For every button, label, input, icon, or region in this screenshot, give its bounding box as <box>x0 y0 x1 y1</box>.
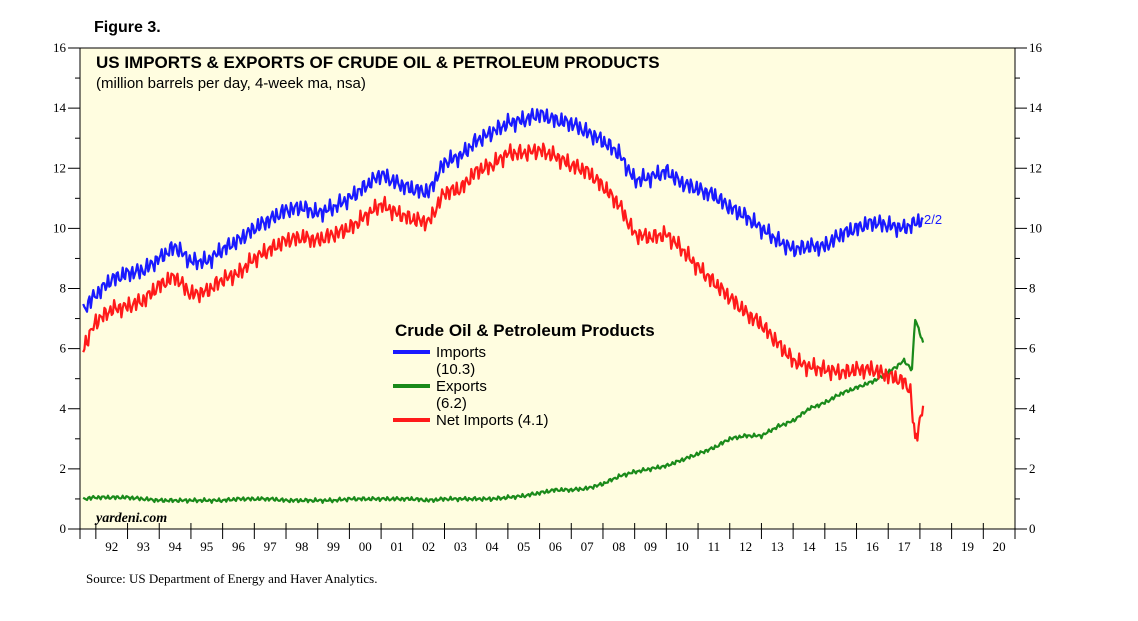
y-tick-label-left: 0 <box>60 521 67 536</box>
x-tick-label: 06 <box>549 539 563 554</box>
axis-ticks <box>68 47 1027 539</box>
x-tick-label: 08 <box>612 539 625 554</box>
chart-subtitle: (million barrels per day, 4-week ma, nsa… <box>96 75 366 92</box>
legend-label-net-imports: Net Imports (4.1) <box>436 412 549 429</box>
y-tick-label-right: 16 <box>1029 40 1043 55</box>
x-axis: 92 93 94 95 96 97 98 99 00 01 02 03 04 05 06 07 08 09 10 11… <box>105 539 1005 554</box>
x-tick-label: 15 <box>834 539 847 554</box>
x-tick-label: 98 <box>295 539 308 554</box>
x-tick-label: 13 <box>771 539 784 554</box>
y-tick-label-right: 4 <box>1029 401 1036 416</box>
series-lines <box>82 107 925 504</box>
series-line-exports <box>82 318 925 504</box>
series-line-net-imports <box>82 142 925 442</box>
x-tick-label: 18 <box>929 539 942 554</box>
y-tick-label-right: 14 <box>1029 100 1043 115</box>
y-tick-label-right: 2 <box>1029 461 1036 476</box>
x-tick-label: 09 <box>644 539 657 554</box>
y-axis-left: 0 2 4 6 8 10 12 14 16 <box>53 40 67 536</box>
end-date-label: 2/2 <box>924 212 942 227</box>
chart-title: US IMPORTS & EXPORTS OF CRUDE OIL & PETR… <box>96 53 660 72</box>
y-tick-label-left: 10 <box>53 220 66 235</box>
x-tick-label: 93 <box>137 539 150 554</box>
y-tick-label-left: 6 <box>60 341 67 356</box>
plot-area <box>79 47 1016 530</box>
x-tick-label: 95 <box>200 539 213 554</box>
y-tick-label-left: 16 <box>53 40 67 55</box>
figure-label: Figure 3. <box>94 19 161 36</box>
x-tick-label: 94 <box>169 539 183 554</box>
y-tick-label-left: 12 <box>53 160 66 175</box>
y-tick-label-right: 6 <box>1029 341 1036 356</box>
legend-label-imports: Imports <box>436 344 486 361</box>
legend-value-imports: (10.3) <box>436 361 475 378</box>
x-tick-label: 97 <box>264 539 278 554</box>
legend-label-exports: Exports <box>436 378 487 395</box>
x-tick-label: 02 <box>422 539 435 554</box>
y-tick-label-right: 12 <box>1029 160 1042 175</box>
y-axis-right: 0 2 4 6 8 10 12 14 16 <box>1029 40 1043 536</box>
x-tick-label: 16 <box>866 539 880 554</box>
x-tick-label: 03 <box>454 539 467 554</box>
y-tick-label-right: 0 <box>1029 521 1036 536</box>
x-tick-label: 14 <box>802 539 816 554</box>
y-tick-label-left: 14 <box>53 100 67 115</box>
x-tick-label: 17 <box>898 539 912 554</box>
y-tick-label-left: 4 <box>60 401 67 416</box>
x-tick-label: 19 <box>961 539 974 554</box>
legend: Crude Oil & Petroleum Products Imports (… <box>393 321 655 429</box>
series-line-imports <box>82 107 924 313</box>
legend-value-exports: (6.2) <box>436 395 467 412</box>
x-tick-label: 96 <box>232 539 246 554</box>
y-tick-label-left: 2 <box>60 461 67 476</box>
source-note: Source: US Department of Energy and Have… <box>86 571 377 586</box>
x-tick-label: 07 <box>581 539 595 554</box>
x-tick-label: 11 <box>708 539 721 554</box>
x-tick-label: 10 <box>676 539 689 554</box>
x-tick-label: 12 <box>739 539 752 554</box>
x-tick-label: 00 <box>359 539 372 554</box>
x-tick-label: 05 <box>517 539 530 554</box>
watermark: yardeni.com <box>94 511 167 526</box>
y-tick-label-right: 10 <box>1029 220 1042 235</box>
x-tick-label: 92 <box>105 539 118 554</box>
y-tick-label-right: 8 <box>1029 281 1036 296</box>
y-tick-label-left: 8 <box>60 281 67 296</box>
x-tick-label: 99 <box>327 539 340 554</box>
x-tick-label: 04 <box>486 539 500 554</box>
legend-title: Crude Oil & Petroleum Products <box>395 321 655 340</box>
x-tick-label: 01 <box>390 539 403 554</box>
x-tick-label: 20 <box>993 539 1006 554</box>
